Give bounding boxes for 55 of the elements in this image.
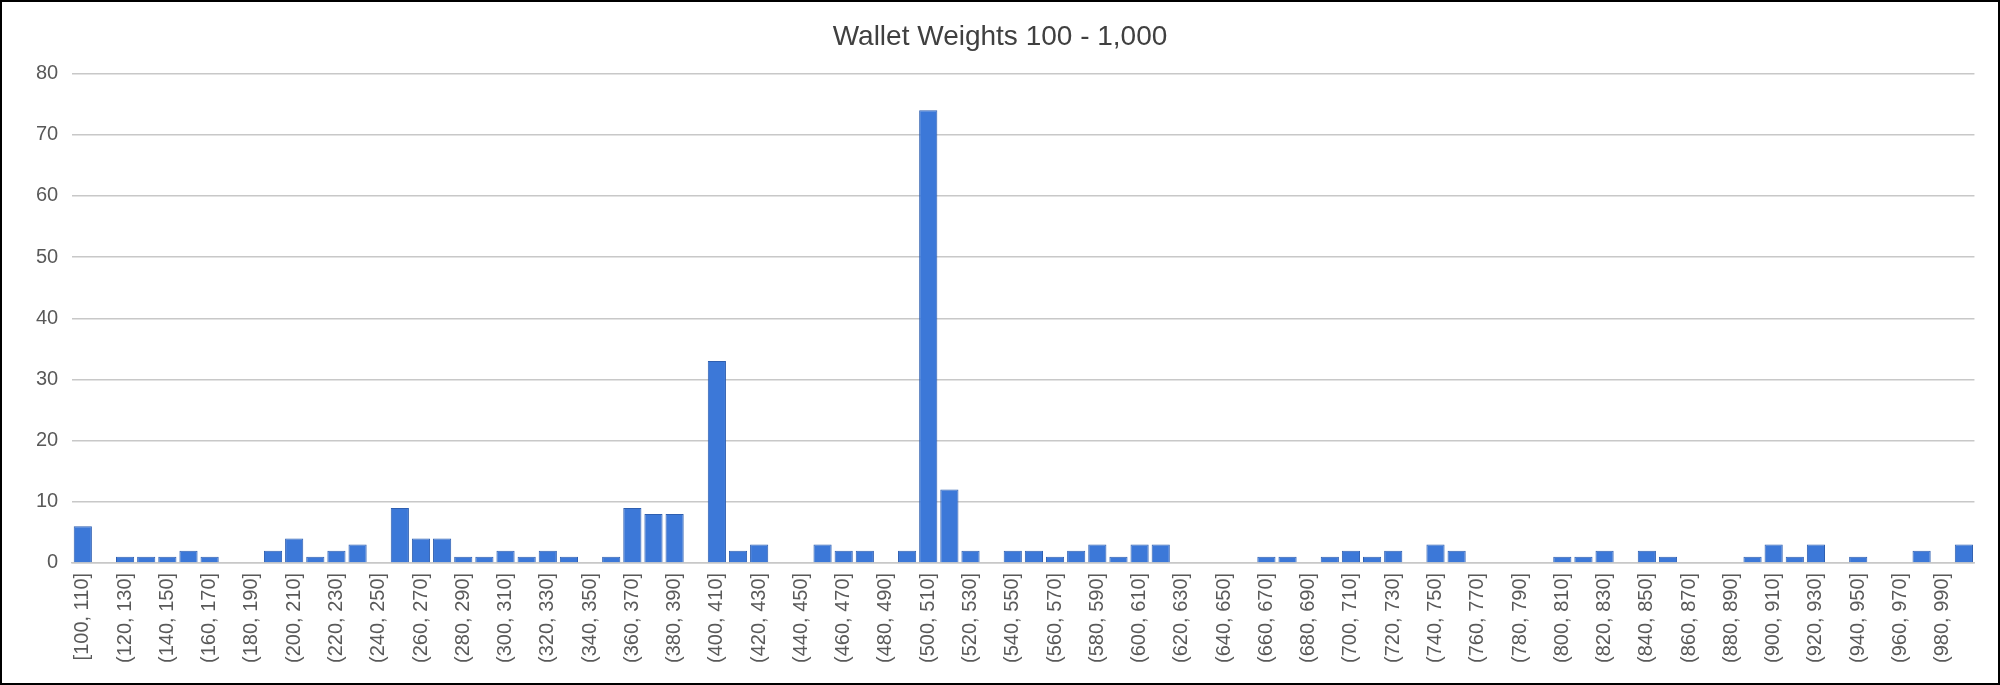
x-tick-label: (860, 870] [1676, 572, 1699, 664]
x-tick-label: (600, 610] [1127, 572, 1150, 664]
y-tick-label: 30 [36, 366, 59, 389]
y-tick-label: 40 [36, 305, 59, 328]
x-tick-label: (880, 890] [1718, 572, 1741, 664]
x-tick-label: (380, 390] [662, 572, 685, 664]
x-tick-label: (540, 550] [1000, 572, 1023, 664]
x-tick-label: (520, 530] [958, 572, 981, 664]
x-tick-label: (220, 230] [323, 572, 346, 664]
x-tick-label: (400, 410] [704, 572, 727, 664]
x-tick-label: (280, 290] [450, 572, 473, 664]
x-tick-label: (200, 210] [281, 572, 304, 664]
x-tick-label: (140, 150] [154, 572, 177, 664]
y-tick-label: 20 [36, 428, 59, 451]
x-tick-label: (740, 750] [1423, 572, 1446, 664]
x-tick-label: (180, 190] [239, 572, 262, 664]
x-tick-label: (980, 990] [1930, 572, 1953, 664]
x-tick-label: (640, 650] [1211, 572, 1234, 664]
x-tick-label: (700, 710] [1338, 572, 1361, 664]
x-tick-label: (620, 630] [1169, 572, 1192, 664]
chart-title: Wallet Weights 100 - 1,000 [832, 19, 1168, 51]
x-tick-label: (320, 330] [535, 572, 558, 664]
x-tick-label: (680, 690] [1296, 572, 1319, 664]
y-tick-label: 10 [36, 489, 59, 512]
x-tick-label: [100, 110] [70, 572, 93, 661]
x-tick-label: (840, 850] [1634, 572, 1657, 664]
x-tick-label: (560, 570] [1042, 572, 1065, 664]
x-tick-label: (360, 370] [619, 572, 642, 664]
x-tick-label: (720, 730] [1380, 572, 1403, 664]
x-tick-label: (940, 950] [1845, 572, 1868, 664]
x-tick-label: (120, 130] [112, 572, 135, 664]
x-tick-label: (500, 510] [915, 572, 938, 664]
x-tick-label: (580, 590] [1084, 572, 1107, 664]
x-tick-label: (160, 170] [197, 572, 220, 664]
y-tick-label: 70 [36, 122, 59, 145]
x-tick-label: (660, 670] [1253, 572, 1276, 664]
x-tick-label: (340, 350] [577, 572, 600, 664]
y-tick-label: 60 [36, 183, 59, 206]
x-tick-label: (920, 930] [1803, 572, 1826, 664]
x-tick-label: (260, 270] [408, 572, 431, 664]
x-tick-label: (820, 830] [1592, 572, 1615, 664]
x-tick-label: (760, 770] [1465, 572, 1488, 664]
x-tick-label: (440, 450] [788, 572, 811, 664]
x-tick-label: (300, 310] [493, 572, 516, 664]
y-tick-label: 0 [47, 550, 59, 573]
x-tick-label: (240, 250] [366, 572, 389, 664]
y-tick-label: 80 [36, 61, 59, 84]
x-tick-label: (420, 430] [746, 572, 769, 664]
x-tick-label: (780, 790] [1507, 572, 1530, 664]
y-tick-label: 50 [36, 244, 59, 267]
x-tick-label: (480, 490] [873, 572, 896, 664]
x-tick-label: (900, 910] [1761, 572, 1784, 664]
x-tick-label: (460, 470] [831, 572, 854, 664]
x-tick-label: (960, 970] [1888, 572, 1910, 664]
x-tick-label: (800, 810] [1549, 572, 1572, 664]
